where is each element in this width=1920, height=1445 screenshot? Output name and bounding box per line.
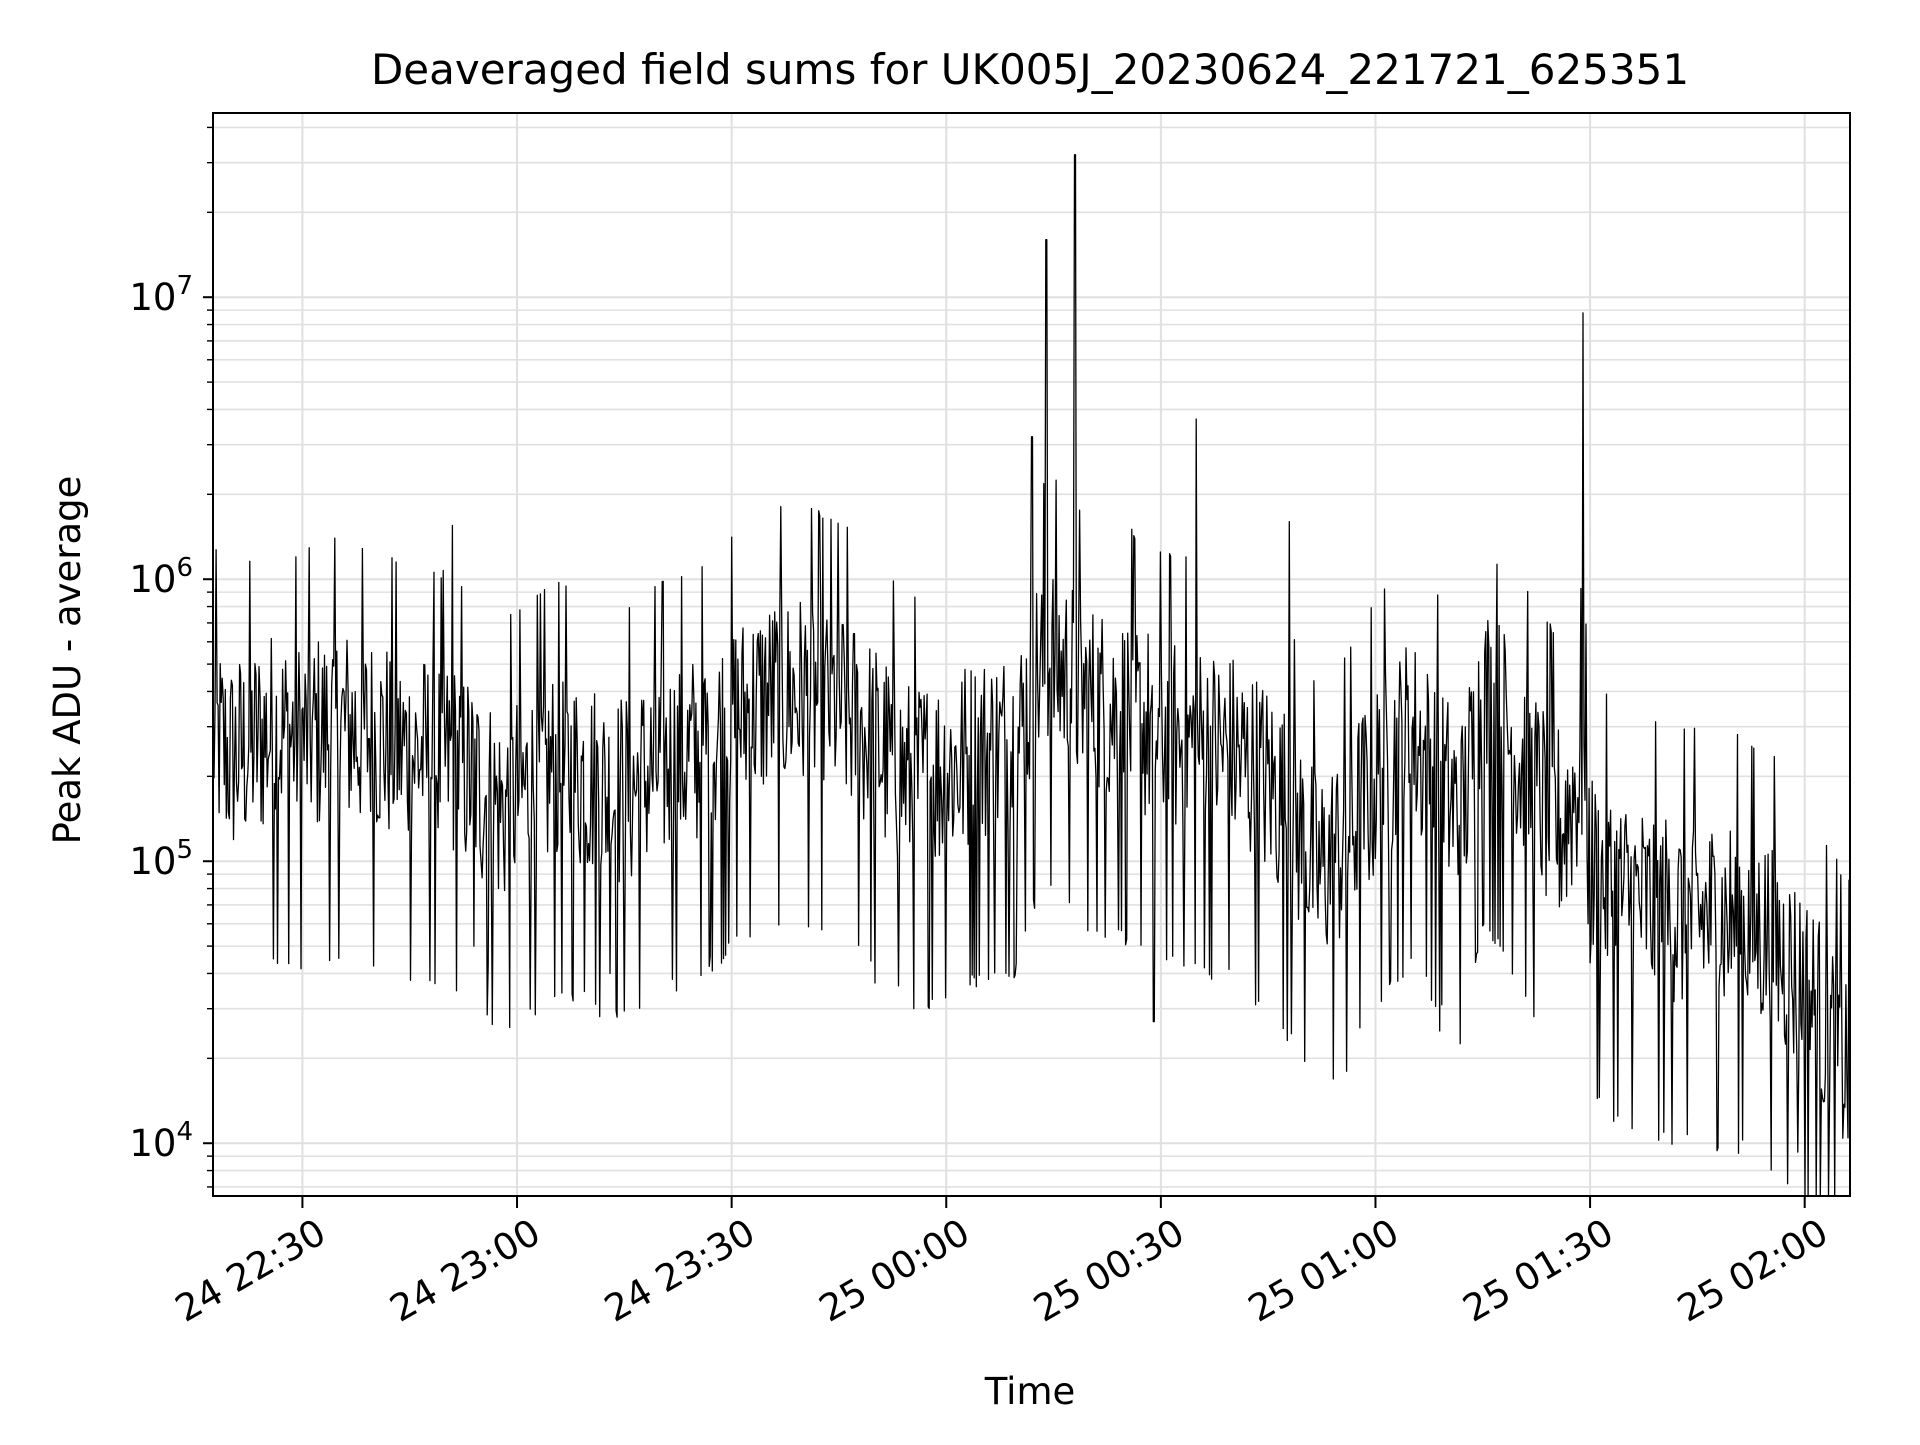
- y-tick-label-exponent: 5: [176, 835, 193, 865]
- plot-area-frame: [212, 112, 1851, 1197]
- y-tick-label: 105: [129, 835, 193, 883]
- y-axis-label: Peak ADU - average: [46, 476, 89, 845]
- y-tick-label-base: 10: [129, 840, 176, 883]
- y-tick-label: 106: [129, 553, 193, 601]
- data-layer: [212, 154, 1851, 1197]
- series-line: [212, 154, 1851, 1197]
- chart-title: Deaveraged field sums for UK005J_2023062…: [371, 45, 1689, 94]
- y-tick-label-base: 10: [129, 276, 176, 319]
- y-tick-label: 107: [129, 271, 193, 319]
- grid-layer: [213, 113, 1850, 1196]
- y-tick-label-base: 10: [129, 558, 176, 601]
- y-tick-label-exponent: 4: [176, 1117, 193, 1147]
- y-tick-label-exponent: 6: [176, 553, 193, 583]
- y-tick-label: 104: [129, 1117, 193, 1165]
- y-tick-label-base: 10: [129, 1122, 176, 1165]
- y-tick-label-exponent: 7: [176, 271, 193, 301]
- x-axis-label: Time: [984, 1370, 1076, 1413]
